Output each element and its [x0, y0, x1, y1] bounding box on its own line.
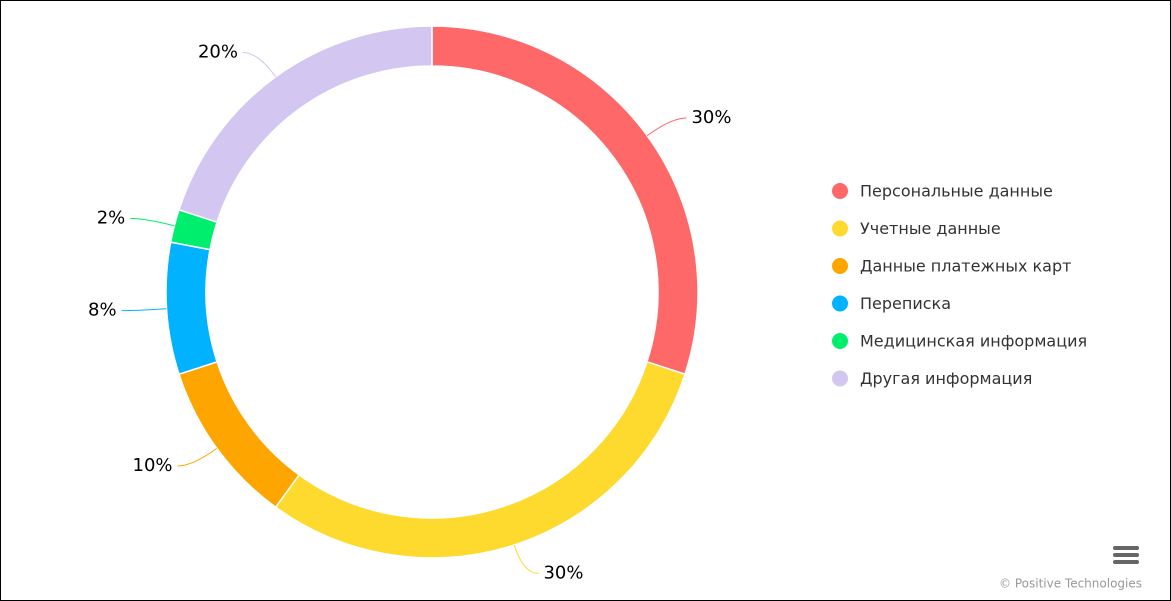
- legend-label: Персональные данные: [860, 182, 1053, 201]
- connector: [130, 217, 175, 227]
- connector: [177, 447, 218, 467]
- legend-label: Медицинская информация: [860, 332, 1087, 351]
- menu-bar[interactable]: [1113, 553, 1139, 557]
- data-label: 2%: [97, 207, 126, 228]
- legend-symbol: [832, 333, 848, 349]
- connector: [242, 52, 277, 78]
- connector: [121, 308, 167, 312]
- legend-symbol: [832, 295, 848, 312]
- legend-label: Данные платежных карт: [860, 257, 1071, 276]
- connector: [646, 117, 687, 137]
- menu-bar[interactable]: [1113, 546, 1139, 550]
- legend-symbol: [832, 220, 848, 237]
- menu-button[interactable]: [1113, 546, 1139, 564]
- data-label: 10%: [133, 455, 173, 476]
- data-label: 30%: [691, 107, 731, 128]
- legend-symbol: [832, 258, 848, 274]
- legend-label: Другая информация: [860, 369, 1032, 388]
- credits: © Positive Technologies: [999, 577, 1142, 591]
- slice: [178, 25, 433, 224]
- legend-label: Переписка: [860, 294, 951, 313]
- data-label: 8%: [88, 300, 117, 321]
- data-label: 30%: [543, 563, 583, 584]
- legend-label: Учетные данные: [860, 219, 1001, 238]
- legend-symbol: [832, 183, 848, 199]
- data-label: 20%: [198, 42, 238, 63]
- connector: [513, 544, 539, 575]
- legend-symbol: [832, 370, 848, 387]
- menu-bar[interactable]: [1113, 560, 1139, 564]
